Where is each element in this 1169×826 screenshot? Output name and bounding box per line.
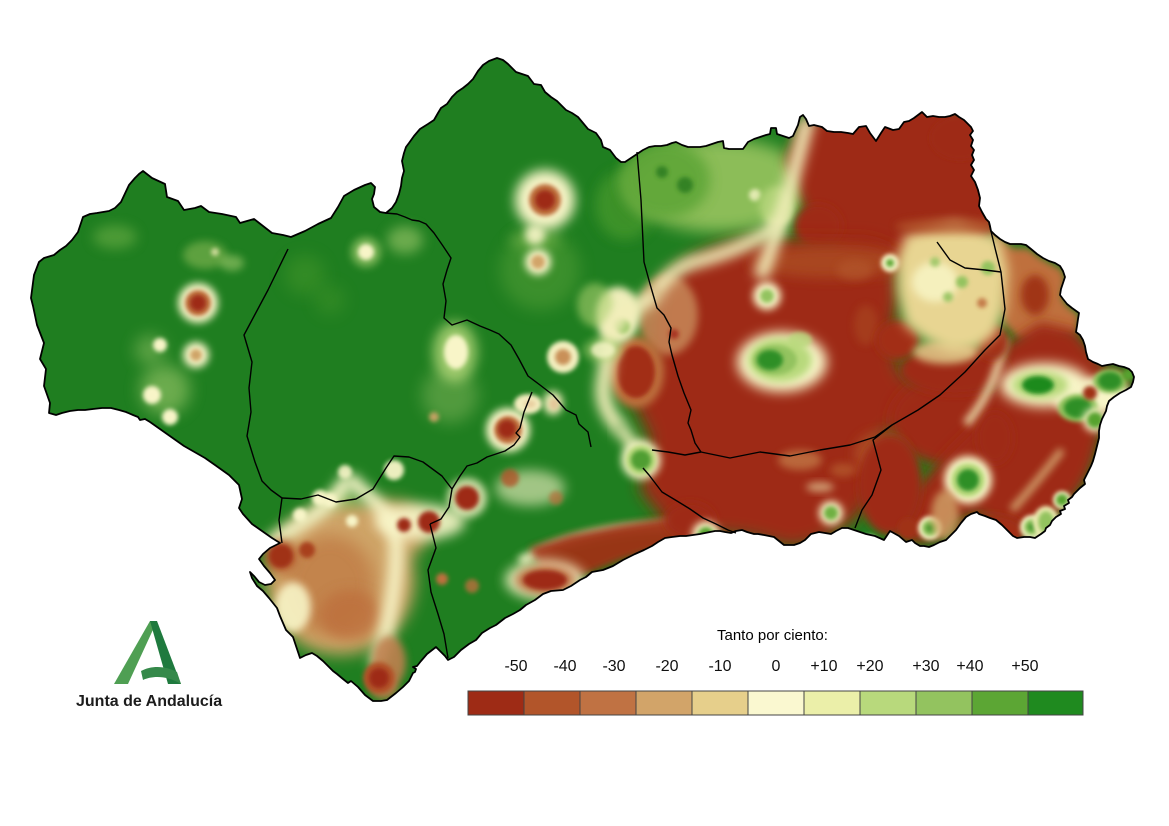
svg-text:+20: +20 [856, 658, 883, 675]
svg-text:+40: +40 [956, 658, 983, 675]
svg-text:-10: -10 [708, 658, 731, 675]
svg-text:-20: -20 [655, 658, 678, 675]
svg-text:+30: +30 [912, 658, 939, 675]
svg-text:-40: -40 [553, 658, 576, 675]
svg-text:+10: +10 [810, 658, 837, 675]
svg-text:+50: +50 [1011, 658, 1038, 675]
svg-text:-30: -30 [602, 658, 625, 675]
svg-text:-50: -50 [504, 658, 527, 675]
svg-text:0: 0 [772, 658, 781, 675]
svg-text:Tanto por ciento:: Tanto por ciento: [717, 627, 828, 644]
svg-text:Junta de Andalucía: Junta de Andalucía [76, 693, 222, 710]
